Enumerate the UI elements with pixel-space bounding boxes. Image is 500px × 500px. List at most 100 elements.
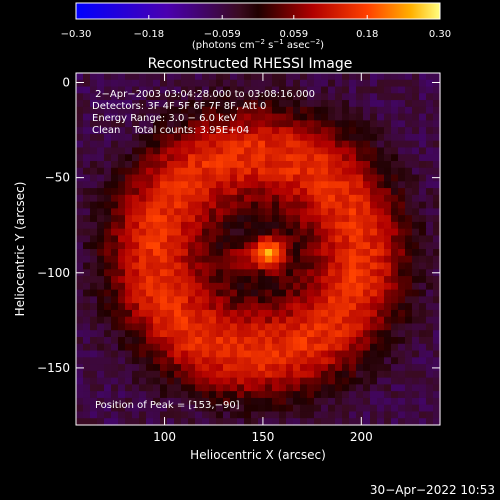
heatmap-cell xyxy=(335,404,343,413)
heatmap-cell xyxy=(216,364,224,372)
heatmap-cell xyxy=(174,154,182,162)
heatmap-cell xyxy=(272,364,280,372)
colorbar-tick-label: −0.18 xyxy=(133,29,164,40)
heatmap-cell xyxy=(97,140,105,149)
heatmap-cell xyxy=(370,418,378,426)
heatmap-cell xyxy=(174,350,182,358)
heatmap-cell xyxy=(349,208,357,216)
heatmap-cell xyxy=(223,147,231,155)
heatmap-cell xyxy=(104,201,112,209)
heatmap-cell xyxy=(321,215,329,223)
heatmap-cell xyxy=(195,337,203,345)
heatmap-cell xyxy=(111,296,119,304)
heatmap-cell xyxy=(342,154,350,162)
heatmap-cell xyxy=(342,73,350,81)
heatmap-cell xyxy=(370,215,378,223)
heatmap-cell xyxy=(104,316,112,325)
heatmap-cell xyxy=(202,73,210,81)
heatmap-cell xyxy=(412,235,420,243)
heatmap-cell xyxy=(349,309,357,318)
heatmap-cell xyxy=(265,221,273,230)
heatmap-cell xyxy=(265,404,273,413)
heatmap-cell xyxy=(230,86,238,94)
heatmap-cell xyxy=(314,120,322,128)
heatmap-cell xyxy=(83,249,91,257)
heatmap-cell xyxy=(237,181,245,189)
heatmap-cell xyxy=(377,86,385,94)
heatmap-cell xyxy=(300,343,308,352)
heatmap-cell xyxy=(405,133,413,142)
heatmap-cell xyxy=(412,309,420,318)
heatmap-cell xyxy=(293,174,301,182)
heatmap-cell xyxy=(363,113,371,121)
heatmap-cell xyxy=(118,106,126,115)
heatmap-cell xyxy=(398,154,406,162)
heatmap-cell xyxy=(118,262,126,270)
heatmap-cell xyxy=(209,276,217,284)
heatmap-cell xyxy=(223,289,231,297)
heatmap-cell xyxy=(349,262,357,270)
heatmap-cell xyxy=(83,269,91,277)
heatmap-cell xyxy=(342,309,350,318)
heatmap-cell xyxy=(230,215,238,223)
heatmap-cell xyxy=(433,377,441,385)
heatmap-cell xyxy=(300,262,308,270)
heatmap-cell xyxy=(363,262,371,270)
heatmap-cell xyxy=(321,194,329,203)
heatmap-cell xyxy=(167,269,175,277)
heatmap-cell xyxy=(384,391,392,399)
heatmap-cell xyxy=(314,391,322,399)
heatmap-cell xyxy=(76,289,84,297)
heatmap-cell xyxy=(139,188,147,196)
heatmap-cell xyxy=(433,120,441,128)
heatmap-cell xyxy=(195,330,203,338)
heatmap-cell xyxy=(377,323,385,331)
heatmap-cell xyxy=(188,370,196,379)
heatmap-cell xyxy=(419,147,427,155)
heatmap-cell xyxy=(202,181,210,189)
heatmap-cell xyxy=(223,235,231,243)
heatmap-cell xyxy=(118,93,126,101)
heatmap-cell xyxy=(272,323,280,331)
heatmap-cell xyxy=(258,133,266,142)
heatmap-cell xyxy=(230,194,238,203)
heatmap-cell xyxy=(370,323,378,331)
heatmap-cell xyxy=(356,133,364,142)
heatmap-cell xyxy=(76,316,84,325)
heatmap-cell xyxy=(391,140,399,149)
heatmap-cell xyxy=(258,397,266,406)
heatmap-cell xyxy=(125,296,133,304)
heatmap-cell xyxy=(314,404,322,413)
heatmap-cell xyxy=(363,411,371,419)
heatmap-cell xyxy=(391,276,399,284)
heatmap-cell xyxy=(188,140,196,149)
heatmap-cell xyxy=(349,86,357,94)
heatmap-cell xyxy=(83,140,91,149)
heatmap-cell xyxy=(307,255,315,264)
heatmap-cell xyxy=(209,221,217,230)
heatmap-cell xyxy=(167,364,175,372)
heatmap-cell xyxy=(398,309,406,318)
heatmap-cell xyxy=(321,235,329,243)
heatmap-cell xyxy=(314,316,322,325)
heatmap-cell xyxy=(300,188,308,196)
heatmap-cell xyxy=(412,86,420,94)
heatmap-cell xyxy=(146,370,154,379)
heatmap-cell xyxy=(300,384,308,392)
heatmap-cell xyxy=(370,228,378,237)
heatmap-cell xyxy=(111,100,119,108)
heatmap-cell xyxy=(160,201,168,209)
heatmap-cell xyxy=(265,79,273,88)
heatmap-cell xyxy=(300,208,308,216)
heatmap-cell xyxy=(265,113,273,121)
heatmap-cell xyxy=(90,391,98,399)
heatmap-cell xyxy=(125,337,133,345)
heatmap-cell xyxy=(426,188,434,196)
heatmap-cell xyxy=(195,370,203,379)
heatmap-cell xyxy=(265,262,273,270)
heatmap-cell xyxy=(293,377,301,385)
heatmap-cell xyxy=(76,343,84,352)
heatmap-cell xyxy=(167,309,175,318)
heatmap-cell xyxy=(132,93,140,101)
heatmap-cell xyxy=(335,120,343,128)
